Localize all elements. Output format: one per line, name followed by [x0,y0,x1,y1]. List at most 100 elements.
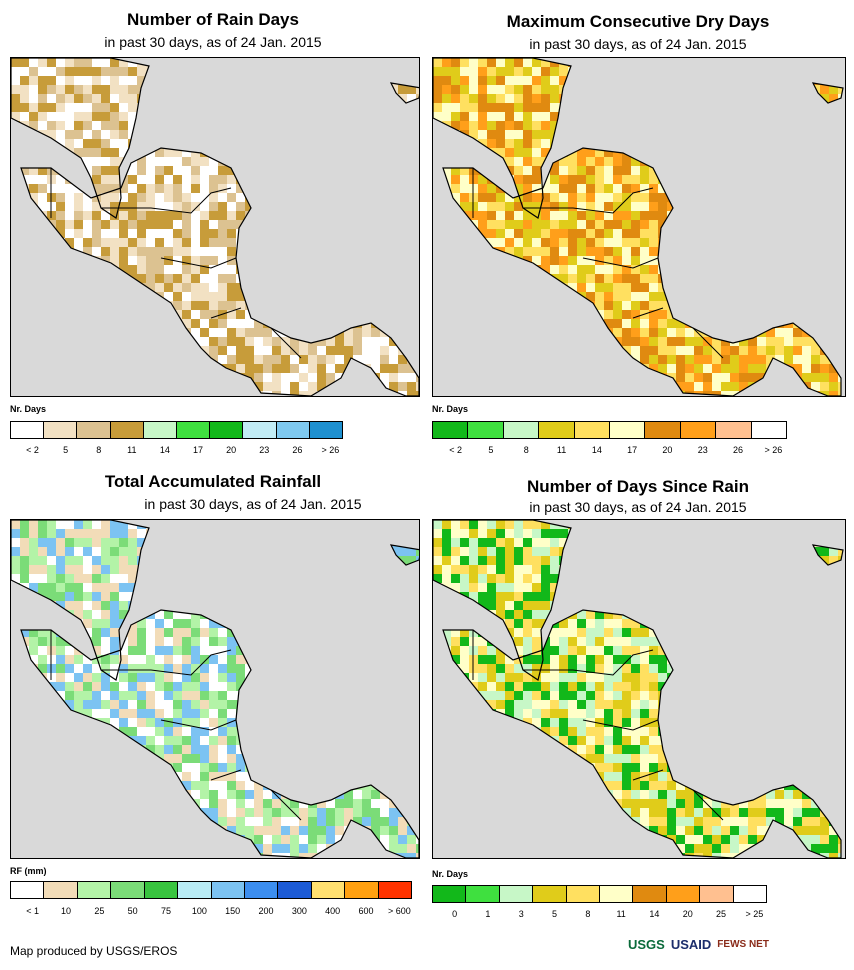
legend-tick-label: 8 [523,445,529,455]
legend-swatch [574,422,611,438]
legend-swatch [533,886,567,902]
panel-1-subtitle: in past 30 days, as of 24 Jan. 2015 [104,34,322,50]
panel-4-legend-label: Nr. Days [432,869,469,879]
legend-swatch [178,882,212,898]
legend-swatch [433,886,467,902]
days-since-rain-map [432,519,846,859]
panel-3-title: Total Accumulated Rainfall [104,472,322,491]
legend-swatch [11,882,45,898]
agency-logos: USGS USAID FEWS NET [628,931,848,957]
legend-swatch [503,422,540,438]
legend-tick-label: > 26 [764,445,783,455]
legend-swatch [733,886,767,902]
rainfall-legend-ticks: < 1 10 25 50 75 100 150 200 300 400 600 > 600 [10,906,410,918]
legend-tick-label: 400 [325,906,341,916]
legend-swatch [311,882,346,898]
country-borders [433,58,844,396]
legend-swatch [468,422,504,438]
legend-swatch [144,882,179,898]
legend-tick-label: 8 [585,909,591,919]
legend-swatch [566,886,601,902]
legend-swatch [111,882,145,898]
rainfall-map [10,519,420,859]
country-borders [11,58,419,396]
legend-tick-label: 17 [627,445,638,455]
legend-swatch [539,422,575,438]
legend-tick-label: 75 [160,906,172,916]
legend-tick-label: 23 [259,445,270,455]
legend-swatch [44,882,78,898]
legend-tick-label: > 26 [321,445,340,455]
legend-swatch [276,422,310,438]
map-canvas [433,58,844,396]
country-borders [11,520,419,858]
legend-swatch [210,422,244,438]
legend-tick-label: 25 [94,906,105,916]
legend-tick-label: 5 [63,445,69,455]
panel-4-subtitle: in past 30 days, as of 24 Jan. 2015 [529,499,747,515]
rainfall-legend [10,881,412,899]
legend-swatch [499,886,534,902]
legend-swatch [433,422,469,438]
legend-tick-label: < 2 [26,445,39,455]
legend-swatch [633,886,667,902]
legend-swatch [716,422,752,438]
dry-days-map [432,57,846,397]
legend-swatch [44,422,78,438]
panel-2-legend-label: Nr. Days [432,404,469,414]
legend-tick-label: < 2 [449,445,463,455]
rain-days-legend-ticks: < 2 5 8 11 14 17 20 23 26 > 26 [10,445,341,457]
panel-2-subtitle: in past 30 days, as of 24 Jan. 2015 [529,36,747,52]
legend-tick-label: 50 [127,906,138,916]
legend-tick-label: 11 [556,445,567,455]
legend-swatch [378,882,412,898]
legend-swatch [77,422,111,438]
legend-tick-label: 17 [193,445,204,455]
legend-swatch [243,422,277,438]
legend-swatch [11,422,45,438]
legend-tick-label: 5 [552,909,558,919]
days-since-rain-legend [432,885,767,903]
map-canvas [433,520,844,858]
legend-tick-label: 20 [662,445,673,455]
legend-tick-label: 20 [226,445,237,455]
panel-1-title: Number of Rain Days [127,10,299,29]
panel-4-title: Number of Days Since Rain [526,477,749,496]
map-canvas [11,58,419,396]
legend-tick-label: 26 [292,445,303,455]
legend-swatch [143,422,178,438]
legend-tick-label: 150 [225,906,241,916]
legend-tick-label: 11 [616,909,626,919]
legend-tick-label: 0 [452,909,458,919]
legend-swatch [244,882,279,898]
legend-swatch [110,422,144,438]
legend-swatch [680,422,717,438]
legend-swatch [345,882,379,898]
legend-tick-label: 200 [258,906,274,916]
legend-tick-label: 8 [96,445,102,455]
dry-days-legend [432,421,787,439]
legend-swatch [600,886,634,902]
fews-net-logo: FEWS NET [717,938,769,950]
legend-tick-label: 14 [591,445,602,455]
panel-2-title: Maximum Consecutive Dry Days [506,12,770,31]
legend-swatch [309,422,343,438]
dry-days-legend-ticks: < 2 5 8 11 14 17 20 23 26 > 26 [432,445,785,457]
legend-tick-label: 11 [127,445,137,455]
legend-tick-label: 14 [159,445,170,455]
legend-tick-label: 14 [649,909,660,919]
panel-3-subtitle: in past 30 days, as of 24 Jan. 2015 [144,496,362,512]
panel-3-legend-label: RF (mm) [10,866,47,876]
legend-swatch [211,882,245,898]
legend-tick-label: > 600 [387,906,411,916]
legend-tick-label: 3 [518,909,524,919]
panel-1-legend-label: Nr. Days [10,404,47,414]
legend-swatch [177,422,211,438]
legend-swatch [645,422,681,438]
legend-tick-label: 600 [358,906,374,916]
legend-tick-label: 100 [191,906,207,916]
legend-tick-label: 26 [733,445,744,455]
legend-tick-label: 5 [488,445,494,455]
rain-days-map [10,57,420,397]
legend-tick-label: 20 [682,909,693,919]
